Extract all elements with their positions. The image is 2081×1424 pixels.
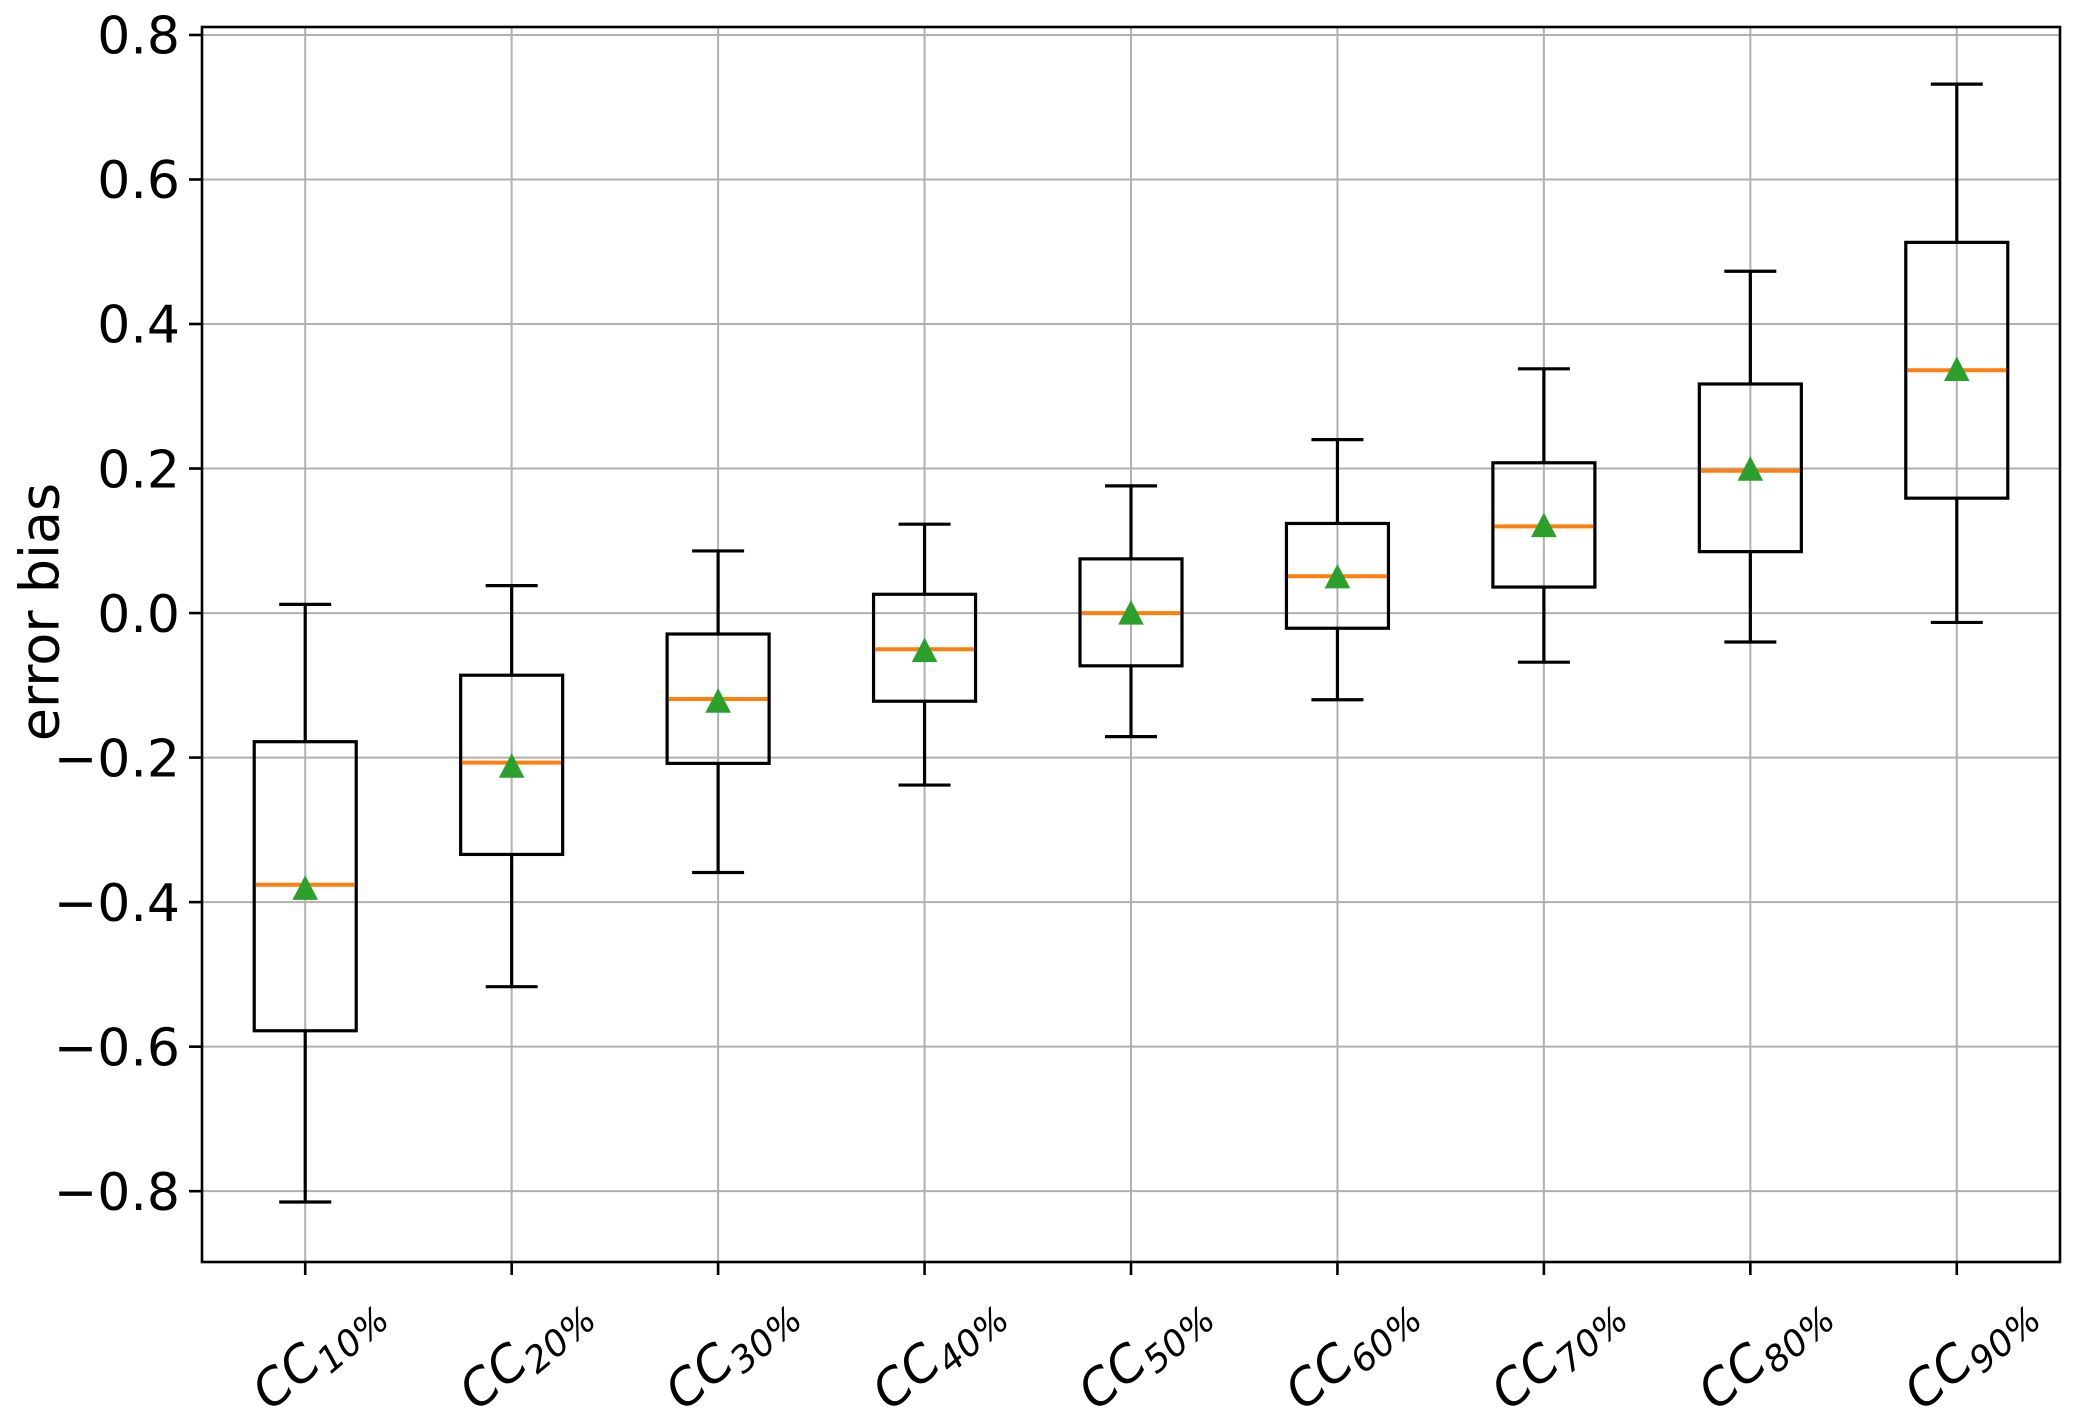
- y-tick-label: −0.4: [54, 874, 180, 934]
- iqr-box-CC70%: [1491, 461, 1597, 589]
- mean-marker-CC60%: [1324, 563, 1351, 589]
- iqr-box-CC20%: [459, 673, 565, 857]
- y-tick-label: −0.6: [54, 1018, 180, 1078]
- mean-marker-CC90%: [1943, 356, 1970, 382]
- mean-marker-CC20%: [498, 753, 525, 778]
- y-tick-label: 0.8: [97, 7, 180, 67]
- iqr-box-CC50%: [1078, 557, 1184, 668]
- mean-marker-CC40%: [911, 637, 938, 663]
- mean-marker-CC10%: [292, 875, 319, 900]
- iqr-box-CC60%: [1284, 521, 1391, 630]
- y-tick-label: −0.8: [54, 1163, 180, 1223]
- mean-marker-CC30%: [705, 688, 731, 713]
- iqr-box-CC80%: [1697, 382, 1803, 554]
- mean-marker-CC70%: [1531, 512, 1557, 538]
- iqr-box-CC40%: [871, 592, 978, 703]
- mean-marker-CC80%: [1737, 456, 1764, 481]
- iqr-box-CC90%: [1904, 240, 2010, 500]
- y-tick-label: 0.2: [97, 440, 180, 500]
- iqr-box-CC10%: [252, 740, 358, 1033]
- y-tick-label: −0.2: [54, 729, 180, 789]
- mean-marker-CC50%: [1118, 599, 1144, 625]
- y-axis-label: error bias: [8, 482, 72, 742]
- y-tick-label: 0.4: [97, 296, 180, 356]
- y-tick-label: 0.0: [97, 585, 180, 645]
- y-tick-label: 0.6: [97, 151, 180, 211]
- iqr-box-CC30%: [665, 632, 771, 765]
